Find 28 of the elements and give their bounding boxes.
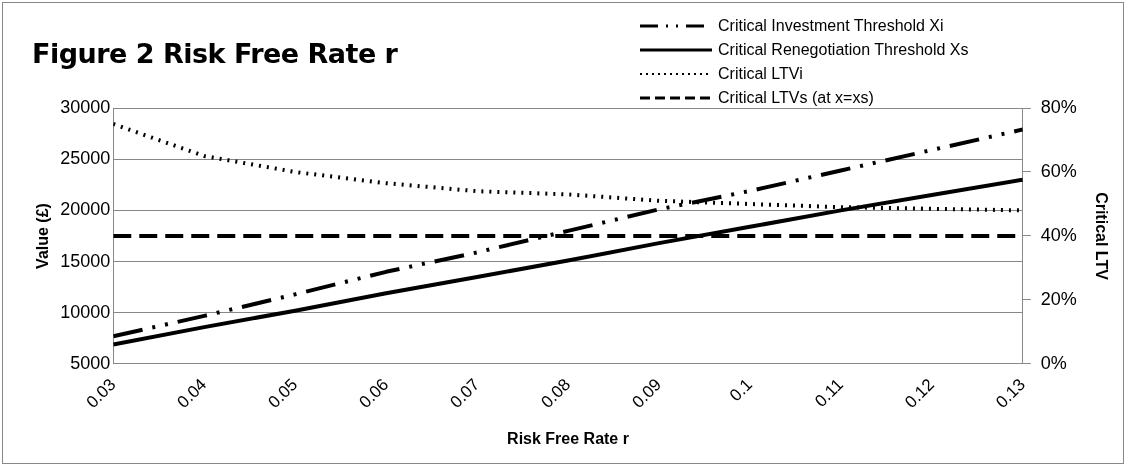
- x-tick-label: 0.08: [537, 374, 575, 412]
- x-tick-label: 0.06: [355, 374, 393, 412]
- legend-label: Critical Investment Threshold Xi: [718, 17, 944, 35]
- x-tick-label: 0.09: [628, 374, 666, 412]
- y2-tick-label: 20%: [1040, 288, 1077, 309]
- legend-label: Critical LTVs (at x=xs): [718, 89, 874, 107]
- y2-tick-label: 80%: [1040, 96, 1077, 117]
- y-tick-label: 5000: [70, 352, 111, 373]
- x-tick-label: 0.04: [173, 374, 211, 412]
- y-tick-label: 20000: [60, 199, 111, 220]
- y-tick-label: 15000: [60, 250, 111, 271]
- legend-label: Critical Renegotiation Threshold Xs: [718, 41, 969, 59]
- x-tick-label: 0.13: [992, 374, 1029, 412]
- y2-tick-label: 60%: [1040, 160, 1077, 181]
- y2-axis-title: Critical LTV: [1092, 192, 1110, 281]
- chart-title: Figure 2 Risk Free Rate r: [32, 38, 398, 69]
- x-tick-label: 0.11: [811, 374, 848, 411]
- x-axis-title: Risk Free Rate r: [507, 429, 629, 447]
- y-tick-label: 10000: [60, 301, 111, 322]
- y-tick-label: 30000: [60, 96, 111, 117]
- x-tick-label: 0.12: [901, 374, 938, 412]
- legend-label: Critical LTVi: [718, 65, 803, 83]
- x-tick-label: 0.1: [725, 374, 757, 406]
- y-axis-title: Value (£): [34, 203, 52, 269]
- y2-tick-label: 40%: [1040, 224, 1077, 245]
- y-tick-label: 25000: [60, 148, 111, 169]
- y2-tick-label: 0%: [1040, 352, 1067, 373]
- x-tick-label: 0.03: [82, 374, 120, 412]
